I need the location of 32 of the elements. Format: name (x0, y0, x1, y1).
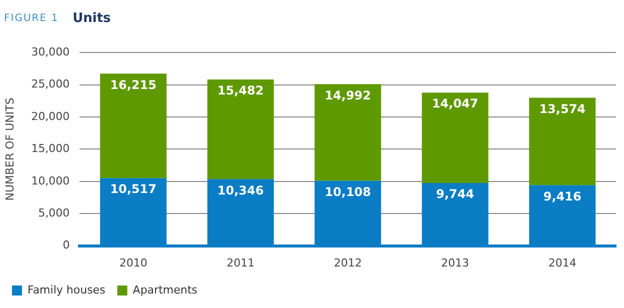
bar (314, 84, 382, 181)
y-tick-label: 20,000 (31, 110, 70, 123)
data-label: 16,215 (110, 78, 156, 92)
data-label: 9,744 (436, 187, 474, 202)
x-tick-label: 2012 (334, 256, 362, 270)
caption: FIGURE 1 (4, 12, 59, 24)
y-tick-label: 10,000 (31, 174, 70, 188)
data-label: 10,517 (110, 182, 156, 196)
bar (100, 74, 167, 178)
y-axis-title: NUMBER OF UNITS (3, 98, 16, 201)
x-tick-label: 2010 (119, 256, 148, 270)
data-label: 14,992 (324, 88, 371, 102)
y-tick-label: 25,000 (31, 78, 70, 91)
x-tick-label: 2011 (226, 256, 255, 270)
y-tick-label: 0 (62, 238, 70, 252)
data-label: 10,108 (324, 184, 371, 199)
y-tick-label: 30,000 (31, 45, 70, 58)
data-label: 14,047 (432, 96, 478, 111)
legend-label: Apartments (132, 283, 198, 296)
x-tick-label: 2014 (548, 256, 576, 270)
legend-label: Family houses (28, 283, 106, 296)
y-tick-label: 15,000 (31, 142, 70, 156)
y-tick-label: 5,000 (38, 206, 70, 220)
data-label: 13,574 (539, 102, 586, 116)
x-tick-label: 2013 (441, 256, 470, 270)
bar (529, 98, 596, 186)
bar (207, 79, 274, 180)
data-label: 9,416 (543, 189, 582, 204)
chart-title: Units (72, 10, 111, 26)
data-label: 10,346 (217, 183, 264, 198)
data-label: 15,482 (217, 84, 264, 98)
bar (422, 92, 488, 184)
